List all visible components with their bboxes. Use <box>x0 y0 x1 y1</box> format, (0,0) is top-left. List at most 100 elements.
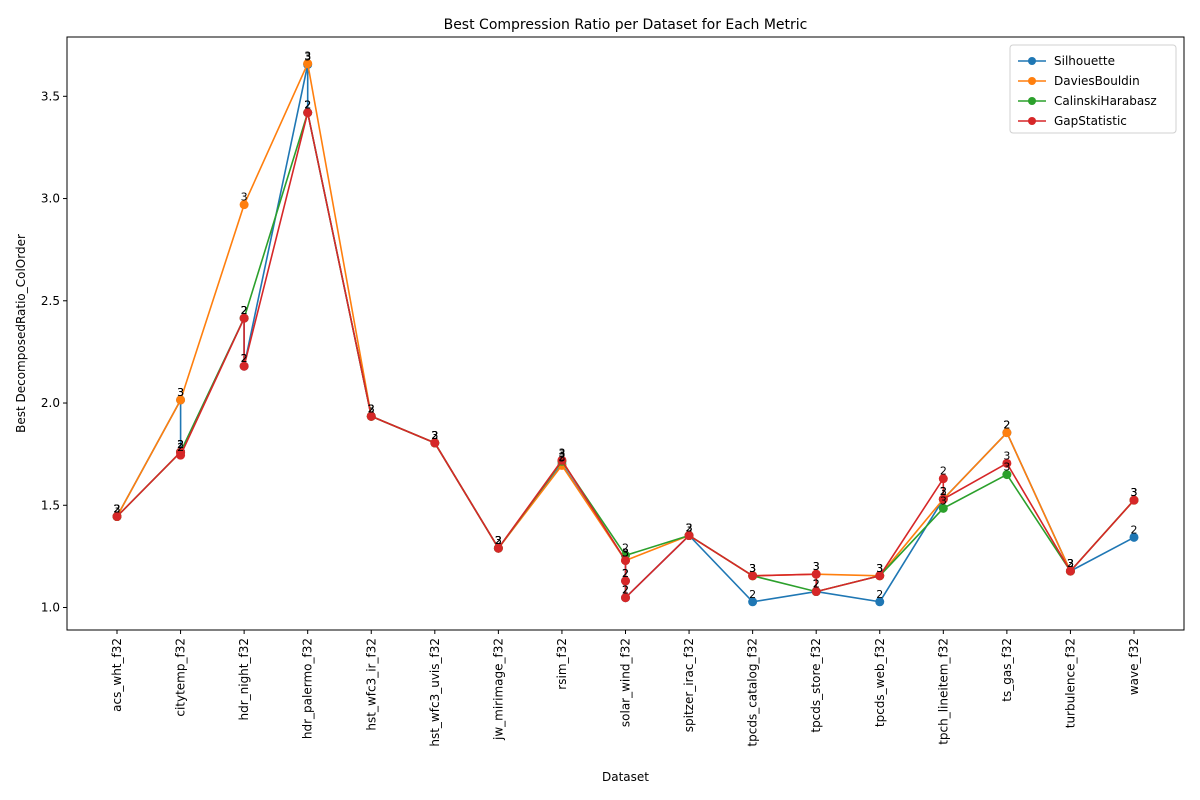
data-point <box>875 597 885 607</box>
point-label: 2 <box>177 438 184 451</box>
point-label: 3 <box>304 51 311 64</box>
y-tick-label: 2.0 <box>41 396 60 410</box>
point-label: 2 <box>368 402 375 415</box>
point-label: 3 <box>876 562 883 575</box>
data-point <box>811 587 821 597</box>
series-silhouette <box>112 60 1139 607</box>
point-label: 2 <box>940 485 947 498</box>
point-label: 2 <box>114 503 121 516</box>
point-label: 3 <box>940 494 947 507</box>
point-label: 3 <box>495 534 502 547</box>
point-label: 3 <box>1131 486 1138 499</box>
point-label: 3 <box>813 560 820 573</box>
series-line-silhouette <box>116 64 1135 603</box>
data-point <box>239 200 249 210</box>
y-tick-label: 1.0 <box>41 601 60 615</box>
point-label: 2 <box>241 352 248 365</box>
point-label: 3 <box>558 447 565 460</box>
legend-item: CalinskiHarabasz <box>1018 94 1157 108</box>
point-label: 2 <box>558 450 565 463</box>
point-label: 2 <box>304 99 311 112</box>
x-tick-label: tpch_lineitem_f32 <box>936 638 950 745</box>
point-label: 2 <box>177 438 184 451</box>
data-point <box>938 474 948 484</box>
legend-item: DaviesBouldin <box>1018 74 1140 88</box>
x-tick-label: rsim_f32 <box>555 638 569 690</box>
data-point <box>1065 566 1075 576</box>
legend-item: GapStatistic <box>1018 114 1127 128</box>
point-label: 3 <box>1131 486 1138 499</box>
legend-marker <box>1028 117 1036 125</box>
x-tick-label: hdr_night_f32 <box>237 638 251 721</box>
data-point <box>938 503 948 513</box>
point-label: 2 <box>622 584 629 597</box>
point-label: 2 <box>940 485 947 498</box>
point-label: 3 <box>1131 486 1138 499</box>
point-label: 2 <box>177 441 184 454</box>
point-label: 3 <box>368 402 375 415</box>
x-tick-label: citytemp_f32 <box>174 638 188 717</box>
point-label: 2 <box>241 304 248 317</box>
data-point <box>938 494 948 504</box>
data-point <box>1002 458 1012 468</box>
point-label: 2 <box>622 567 629 580</box>
point-label: 2 <box>940 465 947 478</box>
point-label: 2 <box>1131 523 1138 536</box>
point-label: 3 <box>876 562 883 575</box>
point-label: 2 <box>241 352 248 365</box>
point-label: 2 <box>304 99 311 112</box>
series-calinskiharabasz <box>112 108 1139 597</box>
point-label: 2 <box>813 578 820 591</box>
point-label: 3 <box>495 534 502 547</box>
point-label: 3 <box>177 386 184 399</box>
point-label: 2 <box>495 534 502 547</box>
y-axis-title: Best DecomposedRatio_ColOrder <box>14 234 28 433</box>
x-tick-label: wave_f32 <box>1127 638 1141 695</box>
y-tick-label: 1.5 <box>41 498 60 512</box>
series-line-gapstatistic <box>116 112 1135 600</box>
point-label: 3 <box>749 562 756 575</box>
data-point <box>684 531 694 541</box>
point-label: 3 <box>1067 557 1074 570</box>
point-label: 3 <box>114 503 121 516</box>
y-axis: 1.0 1.5 2.0 2.5 3.0 3.5 <box>41 89 67 615</box>
x-tick-label: tpcds_catalog_f32 <box>746 638 760 747</box>
series-gapstatistic <box>112 108 1139 603</box>
point-label: 3 <box>686 522 693 535</box>
data-point <box>621 576 630 586</box>
series-daviesbouldin <box>112 59 1139 581</box>
data-point <box>621 555 630 565</box>
data-point <box>176 450 186 460</box>
point-label: 3 <box>558 451 565 464</box>
series-line-daviesbouldin <box>116 60 1135 577</box>
data-point <box>557 455 567 465</box>
data-point <box>875 571 885 581</box>
point-label: 3 <box>686 522 693 535</box>
point-label: 3 <box>558 446 565 459</box>
legend-label: CalinskiHarabasz <box>1054 94 1157 108</box>
x-tick-label: turbulence_f32 <box>1063 638 1077 728</box>
data-point <box>748 597 758 607</box>
point-label: 3 <box>114 503 121 516</box>
point-label: 3 <box>368 402 375 415</box>
data-point <box>239 361 249 371</box>
x-tick-label: ts_gas_f32 <box>1000 638 1014 702</box>
point-label: 3 <box>940 485 947 498</box>
data-point <box>811 569 821 579</box>
x-tick-label: acs_wht_f32 <box>110 638 124 712</box>
legend-marker <box>1028 77 1036 85</box>
point-label: 2 <box>114 503 121 516</box>
legend: Silhouette DaviesBouldin CalinskiHarabasz G… <box>1009 44 1177 134</box>
point-label: 2 <box>177 438 184 451</box>
point-label: 3 <box>1003 449 1010 462</box>
point-label: 3 <box>1067 557 1074 570</box>
point-label: 3 <box>813 560 820 573</box>
point-label: 3 <box>622 546 629 559</box>
point-label: 2 <box>431 429 438 442</box>
legend-label: DaviesBouldin <box>1054 74 1140 88</box>
data-point <box>493 543 503 553</box>
point-label: 3 <box>749 562 756 575</box>
point-label: 3 <box>177 386 184 399</box>
